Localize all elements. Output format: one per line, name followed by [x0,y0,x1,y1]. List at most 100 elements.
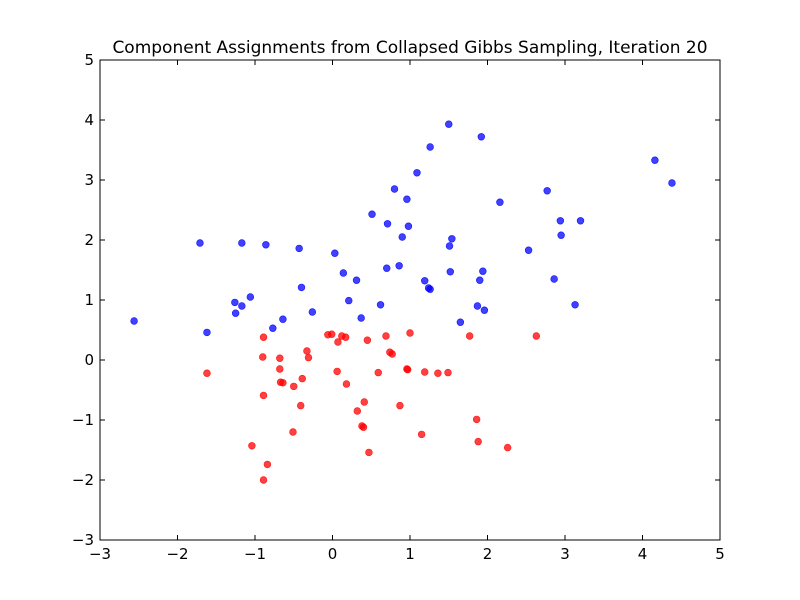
data-point [403,365,412,374]
x-tick-label: 3 [560,545,570,563]
y-tick-label: 1 [84,291,94,309]
data-point [276,354,284,362]
data-point [406,329,414,337]
data-points [130,120,676,484]
y-tick-label: 2 [84,231,94,249]
data-point [550,275,558,283]
data-point [308,308,317,316]
data-point [444,368,452,377]
data-point [426,143,434,151]
data-point [390,185,399,193]
data-point [339,269,348,277]
data-point [334,338,342,346]
data-point [238,302,246,310]
data-point [342,380,351,388]
x-tick-label: −1 [244,545,266,563]
data-point [480,306,489,314]
data-point [383,264,391,272]
plot-frame [99,59,721,541]
data-point [196,239,204,247]
data-point [297,283,306,292]
x-tick-label: −3 [89,545,111,563]
x-tick-label: 1 [405,545,415,563]
data-point [352,276,361,284]
data-point [543,187,551,195]
data-point [557,231,565,239]
data-point [331,249,339,257]
data-point [203,369,211,377]
data-point [571,301,579,309]
data-point [448,235,456,243]
data-point [403,195,411,203]
data-point [395,262,403,270]
data-point [556,217,565,225]
data-point [396,401,404,410]
data-point [238,239,246,247]
data-point [259,391,268,400]
data-point [473,302,482,310]
x-tick-label: 2 [483,545,493,563]
data-point [279,315,287,323]
data-point [476,276,484,284]
data-point [474,437,482,446]
data-point [259,353,267,361]
data-point [413,169,421,177]
data-point [398,233,406,241]
data-point [421,368,429,376]
data-point [341,333,350,341]
data-point [383,220,392,228]
x-tick-label: 5 [715,545,725,563]
data-point [496,198,504,206]
data-point [289,428,297,436]
data-point [363,336,372,344]
data-point [417,430,426,439]
data-point [263,460,272,469]
data-point [269,324,277,332]
y-tick-label: 4 [84,111,94,129]
data-point [668,179,676,187]
y-tick-label: −2 [72,471,94,489]
data-point [231,298,239,307]
data-point [259,476,268,484]
data-point [445,242,454,250]
data-point [456,318,465,326]
data-point [262,241,270,249]
data-point [532,332,541,340]
y-tick-label: 3 [84,171,94,189]
x-tick-label: −2 [166,545,188,563]
data-point [376,301,385,309]
data-point [276,365,284,373]
data-point [130,317,138,325]
y-axis: −3 −2 −1 0 1 2 3 4 5 [72,51,720,549]
data-point [279,379,287,387]
data-point [576,217,585,225]
data-point [360,398,368,406]
data-point [388,350,396,358]
data-point [295,244,303,253]
data-point [259,333,268,341]
data-point [374,368,382,377]
data-point [479,267,487,275]
series-0 [130,120,676,337]
y-tick-label: 5 [84,51,94,69]
data-point [297,401,305,410]
data-point [524,246,533,254]
data-point [248,442,256,450]
data-point [333,367,341,376]
x-tick-label: 4 [638,545,648,563]
data-point [304,353,313,362]
x-tick-label: 0 [328,545,338,563]
data-point [421,277,429,285]
data-point [477,133,485,141]
data-point [298,374,306,383]
data-point [246,293,255,301]
data-point [446,268,454,276]
data-point [382,332,390,340]
data-point [328,330,336,338]
data-point [465,332,474,340]
data-point [231,309,240,317]
y-tick-label: 0 [84,351,94,369]
y-tick-label: −1 [72,411,94,429]
